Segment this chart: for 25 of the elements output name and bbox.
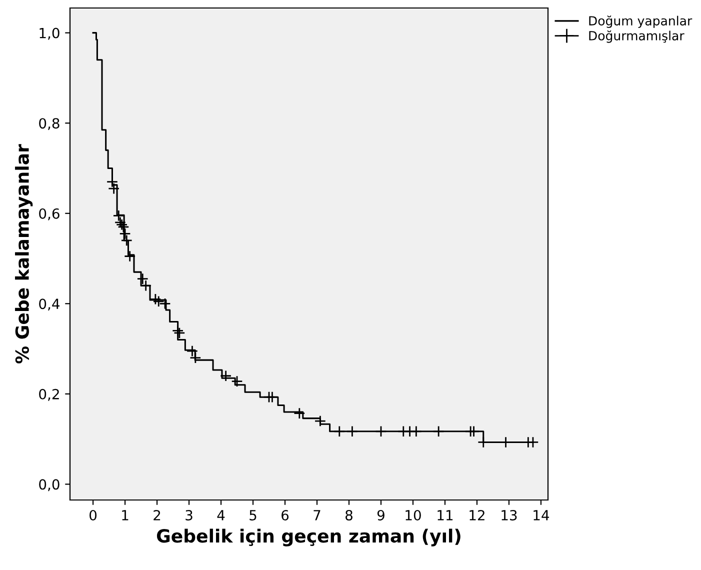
y-tick-label: 1,0 [40, 28, 60, 40]
y-tick-label: 0,4 [39, 298, 60, 311]
x-tick-label: 8 [346, 510, 352, 520]
x-tick-label: 12 [470, 510, 484, 520]
x-axis-title: Gebelik için geçen zaman (yıl) [156, 528, 460, 546]
x-tick-label: 3 [186, 510, 192, 520]
x-tick-label: 10 [406, 510, 421, 520]
y-tick-label: 0,8 [39, 118, 60, 130]
y-tick-label: 0,2 [39, 388, 59, 401]
x-tick-label: 5 [250, 510, 256, 520]
y-axis-title: % Gebe kalamayanlar [15, 144, 33, 364]
x-tick-label: 4 [217, 510, 225, 520]
x-tick-label: 1 [122, 510, 128, 520]
x-tick-label: 6 [282, 510, 289, 520]
y-tick-label: 0,0 [39, 479, 60, 492]
x-tick-label: 2 [154, 510, 160, 520]
x-tick-label: 7 [314, 510, 320, 520]
x-tick-label: 14 [534, 510, 550, 520]
x-tick-label: 9 [377, 510, 384, 520]
x-tick-label: 0 [90, 510, 97, 520]
x-tick-label: 11 [438, 510, 453, 520]
x-tick-label: 13 [502, 510, 517, 520]
legend-label: Doğurmamışlar [589, 30, 684, 43]
legend-label: Doğum yapanlar [589, 16, 692, 28]
y-tick-label: 0,6 [39, 208, 60, 220]
